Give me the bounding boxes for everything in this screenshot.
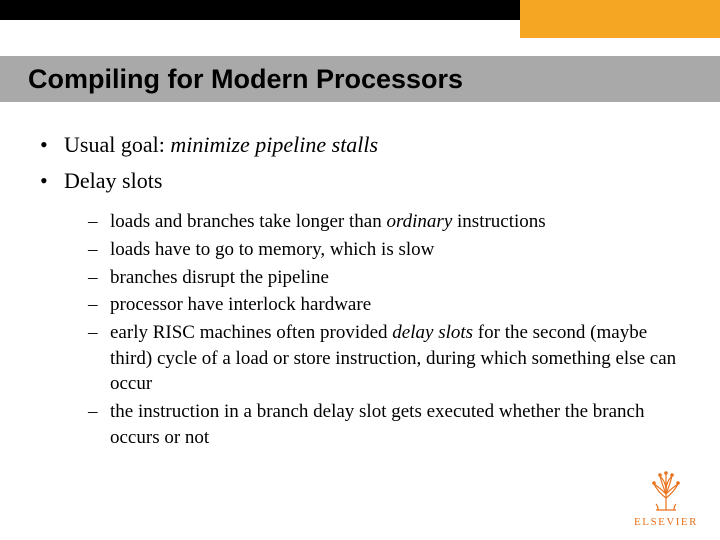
text-run: instructions — [452, 211, 545, 232]
sub-bullet-item: – the instruction in a branch delay slot… — [88, 399, 680, 450]
text-run-italic: delay slots — [392, 322, 473, 343]
bullet-item: • Delay slots — [40, 166, 680, 196]
tree-icon — [644, 470, 688, 514]
text-run-italic: ordinary — [386, 211, 452, 232]
dash-marker: – — [88, 320, 110, 397]
bullet-marker: • — [40, 130, 64, 160]
sub-bullet-text: branches disrupt the pipeline — [110, 265, 329, 291]
slide-title: Compiling for Modern Processors — [28, 64, 463, 95]
sub-bullet-list: – loads and branches take longer than or… — [88, 209, 680, 450]
sub-bullet-item: – branches disrupt the pipeline — [88, 265, 680, 291]
text-run-italic: minimize pipeline stalls — [170, 132, 378, 157]
sub-bullet-text: the instruction in a branch delay slot g… — [110, 399, 680, 450]
bullet-marker: • — [40, 166, 64, 196]
bullet-item: • Usual goal: minimize pipeline stalls — [40, 130, 680, 160]
sub-bullet-item: – early RISC machines often provided del… — [88, 320, 680, 397]
slide-content: • Usual goal: minimize pipeline stalls •… — [40, 130, 680, 452]
dash-marker: – — [88, 265, 110, 291]
sub-bullet-text: loads and branches take longer than ordi… — [110, 209, 546, 235]
sub-bullet-text: loads have to go to memory, which is slo… — [110, 237, 434, 263]
text-run: early RISC machines often provided — [110, 322, 392, 343]
publisher-logo: ELSEVIER — [634, 470, 698, 528]
text-run: Usual goal: — [64, 132, 170, 157]
logo-text: ELSEVIER — [634, 516, 698, 528]
top-orange-block — [520, 0, 720, 38]
sub-bullet-item: – loads have to go to memory, which is s… — [88, 237, 680, 263]
sub-bullet-item: – processor have interlock hardware — [88, 292, 680, 318]
dash-marker: – — [88, 237, 110, 263]
sub-bullet-text: early RISC machines often provided delay… — [110, 320, 680, 397]
bullet-text: Delay slots — [64, 166, 162, 196]
bullet-text: Usual goal: minimize pipeline stalls — [64, 130, 378, 160]
text-run: loads and branches take longer than — [110, 211, 386, 232]
sub-bullet-text: processor have interlock hardware — [110, 292, 371, 318]
dash-marker: – — [88, 399, 110, 450]
title-bar: Compiling for Modern Processors — [0, 56, 720, 102]
dash-marker: – — [88, 209, 110, 235]
sub-bullet-item: – loads and branches take longer than or… — [88, 209, 680, 235]
dash-marker: – — [88, 292, 110, 318]
